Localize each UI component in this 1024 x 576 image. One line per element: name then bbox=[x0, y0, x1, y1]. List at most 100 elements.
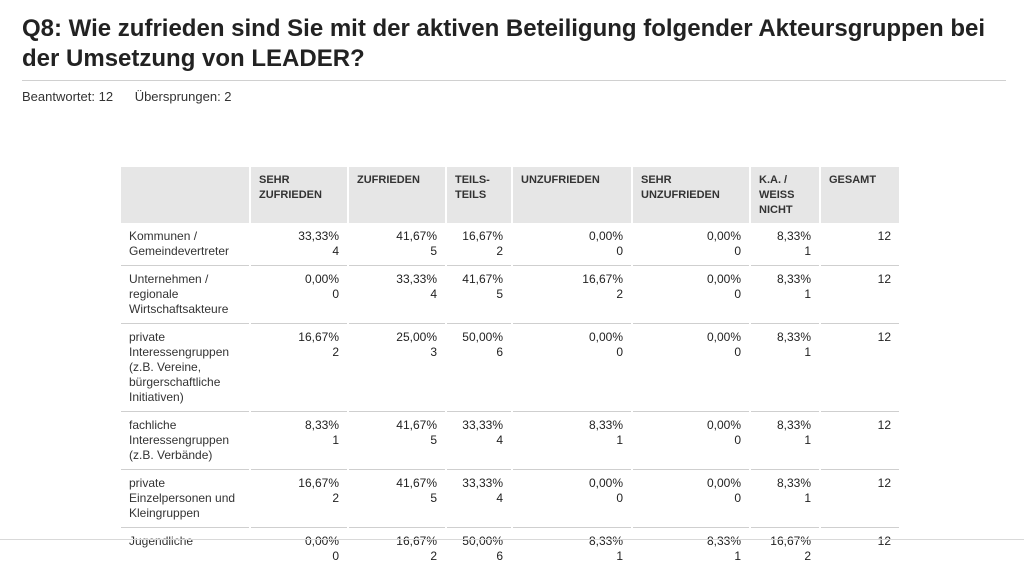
cell-percent: 16,67% bbox=[582, 272, 623, 286]
table-cell: 16,67% 2 bbox=[251, 324, 347, 412]
row-label: private Interessengruppen (z.B. Vereine,… bbox=[121, 324, 249, 412]
row-total: 12 bbox=[877, 534, 891, 548]
row-label: Kommunen / Gemeindevertreter bbox=[121, 223, 249, 266]
table-cell: 8,33% 1 bbox=[513, 412, 631, 470]
table-cell: 33,33% 4 bbox=[349, 266, 445, 324]
header-sehr-unzufrieden: SEHR UNZUFRIEDEN bbox=[633, 167, 749, 223]
cell-percent: 0,00% bbox=[706, 272, 741, 286]
cell-percent: 33,33% bbox=[396, 272, 437, 286]
cell-percent: 16,67% bbox=[298, 330, 339, 344]
row-total: 12 bbox=[821, 223, 899, 266]
table-row: Jugendliche 0,00% 0 16,67% 2 50,00% 6 8,33% 1 8,3… bbox=[121, 528, 899, 570]
cell-percent: 0,00% bbox=[588, 476, 623, 490]
cell-percent: 8,33% bbox=[776, 229, 811, 243]
table-cell: 0,00% 0 bbox=[633, 470, 749, 528]
table-cell: 0,00% 0 bbox=[633, 266, 749, 324]
table-cell: 16,67% 2 bbox=[447, 223, 511, 266]
cell-count: 1 bbox=[332, 433, 339, 447]
table-row: Kommunen / Gemeindevertreter 33,33% 4 41,67… bbox=[121, 223, 899, 266]
cell-count: 4 bbox=[332, 244, 339, 258]
table-cell: 50,00% 6 bbox=[447, 528, 511, 570]
cell-count: 1 bbox=[804, 244, 811, 258]
cell-count: 4 bbox=[496, 433, 503, 447]
cell-count: 1 bbox=[616, 549, 623, 563]
table-cell: 41,67% 5 bbox=[349, 223, 445, 266]
table-cell: 0,00% 0 bbox=[633, 324, 749, 412]
cell-count: 1 bbox=[616, 433, 623, 447]
cell-percent: 33,33% bbox=[462, 476, 503, 490]
table-row: private Einzelpersonen und Kleingruppen 1… bbox=[121, 470, 899, 528]
bottom-divider bbox=[0, 539, 1024, 540]
cell-percent: 33,33% bbox=[462, 418, 503, 432]
cell-percent: 0,00% bbox=[706, 476, 741, 490]
table-cell: 0,00% 0 bbox=[513, 324, 631, 412]
cell-percent: 0,00% bbox=[706, 330, 741, 344]
cell-count: 2 bbox=[332, 345, 339, 359]
header-row-label bbox=[121, 167, 249, 223]
table-cell: 16,67% 2 bbox=[751, 528, 819, 570]
cell-count: 2 bbox=[496, 244, 503, 258]
cell-count: 6 bbox=[496, 549, 503, 563]
row-total: 12 bbox=[821, 324, 899, 412]
answered-count: Beantwortet: 12 bbox=[22, 89, 114, 104]
table-cell: 33,33% 4 bbox=[447, 470, 511, 528]
table-cell: 16,67% 2 bbox=[513, 266, 631, 324]
cell-percent: 0,00% bbox=[588, 229, 623, 243]
table-cell: 8,33% 1 bbox=[513, 528, 631, 570]
cell-percent: 8,33% bbox=[588, 534, 623, 548]
table-cell: 16,67% 2 bbox=[251, 470, 347, 528]
table-cell: 25,00% 3 bbox=[349, 324, 445, 412]
title-divider bbox=[22, 80, 1006, 81]
cell-count: 1 bbox=[804, 491, 811, 505]
table-cell: 8,33% 1 bbox=[751, 412, 819, 470]
cell-count: 2 bbox=[804, 549, 811, 563]
cell-count: 0 bbox=[734, 345, 741, 359]
cell-percent: 8,33% bbox=[588, 418, 623, 432]
table-cell: 0,00% 0 bbox=[633, 412, 749, 470]
cell-percent: 0,00% bbox=[706, 418, 741, 432]
table-cell: 0,00% 0 bbox=[251, 528, 347, 570]
cell-count: 0 bbox=[734, 491, 741, 505]
cell-count: 5 bbox=[430, 244, 437, 258]
cell-percent: 16,67% bbox=[770, 534, 811, 548]
row-label: private Einzelpersonen und Kleingruppen bbox=[121, 470, 249, 528]
page-title: Q8: Wie zufrieden sind Sie mit der aktiv… bbox=[22, 15, 986, 72]
cell-count: 2 bbox=[332, 491, 339, 505]
header-ka-weiss-nicht: K.A. / WEISS NICHT bbox=[751, 167, 819, 223]
table-row: fachliche Interessengruppen (z.B. Verbän… bbox=[121, 412, 899, 470]
row-total: 12 bbox=[821, 412, 899, 470]
cell-count: 0 bbox=[616, 244, 623, 258]
cell-percent: 50,00% bbox=[462, 534, 503, 548]
header-unzufrieden: UNZUFRIEDEN bbox=[513, 167, 631, 223]
table-cell: 33,33% 4 bbox=[447, 412, 511, 470]
header-zufrieden: ZUFRIEDEN bbox=[349, 167, 445, 223]
cell-percent: 16,67% bbox=[462, 229, 503, 243]
row-label: Jugendliche bbox=[129, 534, 194, 548]
cell-count: 0 bbox=[616, 345, 623, 359]
cell-count: 4 bbox=[430, 287, 437, 301]
header-teils-teils: TEILS-TEILS bbox=[447, 167, 511, 223]
row-label: fachliche Interessengruppen (z.B. Verbän… bbox=[121, 412, 249, 470]
row-label: Unternehmen / regionale Wirtschaftsakteu… bbox=[121, 266, 249, 324]
cell-count: 2 bbox=[430, 549, 437, 563]
table-row: private Interessengruppen (z.B. Vereine,… bbox=[121, 324, 899, 412]
skipped-count: Übersprungen: 2 bbox=[134, 89, 232, 104]
cell-percent: 0,00% bbox=[304, 272, 339, 286]
table-cell: 8,33% 1 bbox=[633, 528, 749, 570]
table-cell: 8,33% 1 bbox=[751, 223, 819, 266]
cell-percent: 25,00% bbox=[396, 330, 437, 344]
table-cell: 0,00% 0 bbox=[513, 223, 631, 266]
table-cell: 16,67% 2 bbox=[349, 528, 445, 570]
table-cell: 8,33% 1 bbox=[251, 412, 347, 470]
cell-count: 5 bbox=[430, 433, 437, 447]
response-summary: Beantwortet: 12 Übersprungen: 2 bbox=[22, 89, 232, 104]
table-cell: 8,33% 1 bbox=[751, 470, 819, 528]
cell-percent: 8,33% bbox=[776, 272, 811, 286]
cell-percent: 33,33% bbox=[298, 229, 339, 243]
cell-percent: 8,33% bbox=[304, 418, 339, 432]
cell-percent: 16,67% bbox=[298, 476, 339, 490]
cell-percent: 41,67% bbox=[396, 229, 437, 243]
cell-percent: 0,00% bbox=[304, 534, 339, 548]
table-cell: 8,33% 1 bbox=[751, 266, 819, 324]
header-gesamt: GESAMT bbox=[821, 167, 899, 223]
